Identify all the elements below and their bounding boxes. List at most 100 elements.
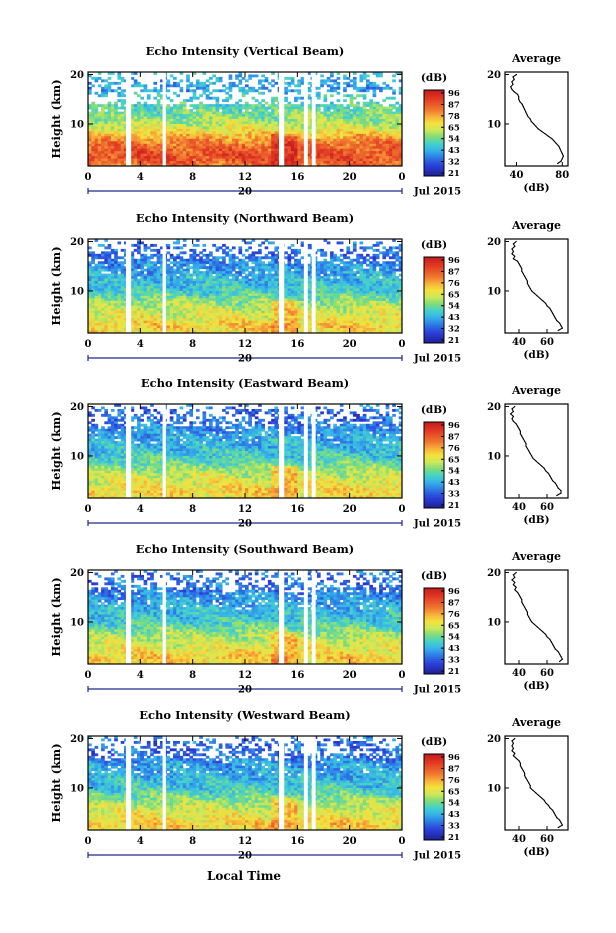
date-label: Jul 2015 — [413, 685, 461, 696]
x-tick-label: 8 — [189, 836, 196, 847]
y-tick-label: 10 — [70, 286, 84, 297]
missing-data-band — [163, 404, 166, 498]
missing-data-band — [279, 72, 284, 166]
average-x-tick-label: 60 — [540, 337, 554, 348]
day-label: 20 — [238, 187, 252, 198]
x-tick-label: 4 — [137, 670, 144, 681]
colorbar-tick-label: 32 — [448, 325, 460, 335]
average-x-label: (dB) — [523, 182, 549, 194]
panel-title: Echo Intensity (Northward Beam) — [136, 211, 354, 225]
y-axis-label: Height (km) — [49, 246, 63, 325]
missing-data-band — [163, 570, 166, 664]
missing-data-band — [312, 239, 316, 333]
y-tick-label: 10 — [70, 119, 84, 130]
panel-title: Echo Intensity (Southward Beam) — [136, 542, 354, 556]
date-label: Jul 2015 — [413, 851, 461, 862]
x-tick-label: 0 — [399, 172, 406, 183]
colorbar-tick-label: 33 — [448, 822, 460, 832]
missing-data-band — [126, 736, 131, 830]
average-x-tick-label: 40 — [512, 834, 526, 845]
colorbar-tick-label: 43 — [448, 146, 460, 156]
colorbar-tick-label: 21 — [448, 169, 460, 179]
colorbar-tick-label: 96 — [448, 89, 460, 99]
missing-data-band — [126, 239, 131, 333]
average-y-tick-label: 20 — [487, 402, 501, 413]
average-y-tick-label: 20 — [487, 568, 501, 579]
average-frame — [505, 72, 568, 166]
average-y-tick-label: 10 — [487, 286, 501, 297]
heatmap — [88, 239, 402, 333]
heatmap — [88, 570, 402, 664]
missing-data-band — [279, 239, 284, 333]
average-y-tick-label: 10 — [487, 783, 501, 794]
colorbar-label: (dB) — [421, 72, 447, 84]
colorbar-tick-label: 21 — [448, 501, 460, 511]
missing-data-band — [312, 404, 316, 498]
missing-data-band — [279, 404, 284, 498]
y-tick-label: 20 — [70, 734, 84, 745]
missing-data-band — [312, 736, 316, 830]
colorbar-tick-label: 54 — [448, 302, 460, 312]
average-line — [512, 739, 562, 828]
missing-data-band — [126, 404, 131, 498]
x-tick-label: 0 — [85, 339, 92, 350]
colorbar-label: (dB) — [421, 404, 447, 416]
x-tick-label: 12 — [238, 504, 252, 515]
average-title: Average — [511, 716, 561, 729]
colorbar-tick-label: 21 — [448, 667, 460, 677]
day-label: 20 — [238, 519, 252, 530]
colorbar-tick-label: 54 — [448, 633, 460, 643]
colorbar-tick-label: 87 — [448, 100, 460, 110]
average-x-label: (dB) — [523, 846, 549, 858]
average-frame — [505, 736, 568, 830]
x-tick-label: 0 — [399, 670, 406, 681]
colorbar-tick-label: 65 — [448, 787, 460, 797]
x-tick-label: 20 — [343, 504, 357, 515]
average-line — [512, 573, 562, 662]
x-tick-label: 12 — [238, 339, 252, 350]
colorbar-label: (dB) — [421, 239, 447, 251]
colorbar-tick-label: 96 — [448, 587, 460, 597]
average-y-tick-label: 20 — [487, 70, 501, 81]
panel-title: Echo Intensity (Eastward Beam) — [141, 376, 349, 390]
y-axis-label: Height (km) — [49, 79, 63, 158]
colorbar-tick-label: 54 — [448, 467, 460, 477]
x-tick-label: 0 — [85, 172, 92, 183]
colorbar-tick-label: 65 — [448, 455, 460, 465]
x-tick-label: 0 — [399, 339, 406, 350]
average-title: Average — [511, 52, 561, 65]
missing-data-band — [312, 570, 316, 664]
average-title: Average — [511, 219, 561, 232]
x-tick-label: 4 — [137, 172, 144, 183]
heatmap — [88, 404, 402, 498]
colorbar-tick-label: 21 — [448, 336, 460, 346]
missing-data-band — [126, 570, 131, 664]
day-label: 20 — [238, 851, 252, 862]
missing-data-band — [304, 736, 308, 830]
colorbar-tick-label: 65 — [448, 621, 460, 631]
x-tick-label: 20 — [343, 836, 357, 847]
x-tick-label: 8 — [189, 504, 196, 515]
colorbar-tick-label: 78 — [448, 112, 460, 122]
x-tick-label: 20 — [343, 172, 357, 183]
average-x-tick-label: 40 — [512, 337, 526, 348]
y-tick-label: 20 — [70, 237, 84, 248]
x-tick-label: 0 — [85, 836, 92, 847]
missing-data-band — [304, 239, 308, 333]
average-y-tick-label: 10 — [487, 451, 501, 462]
day-label: 20 — [238, 685, 252, 696]
y-tick-label: 10 — [70, 617, 84, 628]
average-x-tick-label: 60 — [540, 834, 554, 845]
colorbar-tick-label: 43 — [448, 478, 460, 488]
colorbar-tick-label: 21 — [448, 833, 460, 843]
